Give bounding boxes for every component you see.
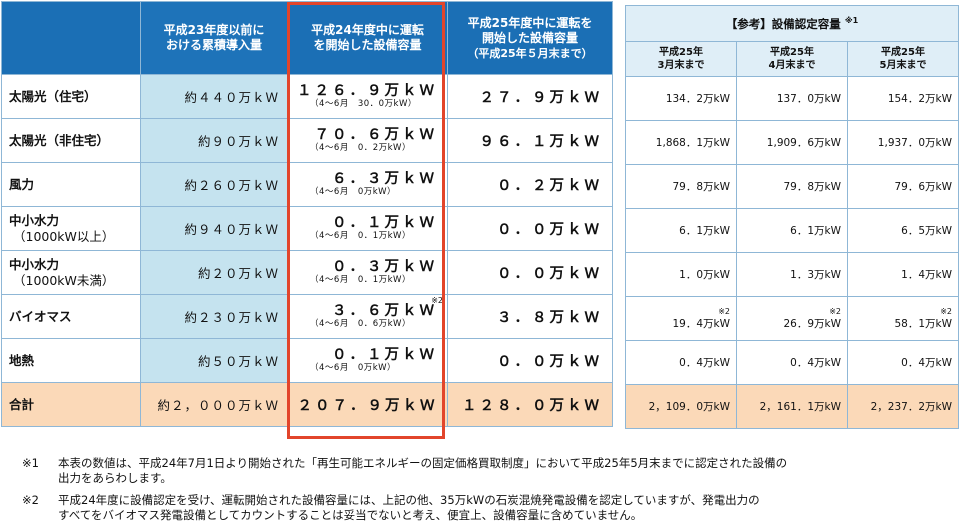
table-row-total: 合計 約２，０００万ｋＷ ２０７．９万ｋＷ １２８．０万ｋＷ [1, 382, 613, 427]
ref-cell: 79．6万kW [847, 164, 959, 209]
fy24-cell: ０．３万ｋＷ （4～6月 0．1万kW） [287, 250, 448, 295]
ref-row-hydro-small: 1．0万kW 1．3万kW 1．4万kW [625, 252, 959, 297]
ref-cell: 134．2万kW [625, 76, 737, 121]
ref-row-total: 2，109．0万kW 2，161．1万kW 2，237．2万kW [625, 384, 959, 429]
ref-cell: 1．0万kW [625, 252, 737, 297]
table-row-geothermal: 地熱 約５０万ｋＷ ０．１万ｋＷ （4～6月 0万kW） ０．０万ｋＷ [1, 338, 613, 383]
ref-row-solar-nonresidential: 1,868．1万kW 1,909．6万kW 1,937．0万kW [625, 120, 959, 165]
fy25-cell: ９６．１万ｋＷ [447, 118, 613, 163]
cumulative-cell: 約２３０万ｋＷ [140, 294, 288, 339]
total-label: 合計 [1, 382, 141, 427]
header-fy24-started: 平成24年度中に運転 を開始した設備容量 [287, 1, 448, 75]
fy24-cell: ０．１万ｋＷ （4～6月 0．1万kW） [287, 206, 448, 251]
category-cell: 地熱 [1, 338, 141, 383]
note-mark: ※2 [718, 306, 730, 316]
cumulative-cell: 約２０万ｋＷ [140, 250, 288, 295]
note-mark: ※2 [829, 306, 841, 316]
ref-cell: 137．0万kW [736, 76, 848, 121]
fy25-cell: ０．０万ｋＷ [447, 250, 613, 295]
table-row-hydro-large: 中小水力 （1000kW以上） 約９４０万ｋＷ ０．１万ｋＷ （4～6月 0．1万k… [1, 206, 613, 251]
ref-cell: 0．4万kW [847, 340, 959, 385]
header-corner [1, 1, 141, 75]
category-cell: 中小水力 （1000kW未満） [1, 250, 141, 295]
ref-cell: 6．5万kW [847, 208, 959, 253]
cumulative-cell: 約９４０万ｋＷ [140, 206, 288, 251]
table-row-hydro-small: 中小水力 （1000kW未満） 約２０万ｋＷ ０．３万ｋＷ （4～6月 0．1万kW… [1, 250, 613, 295]
ref-col-march: 平成25年 3月末まで [625, 41, 737, 77]
cumulative-cell: 約９０万ｋＷ [140, 118, 288, 163]
ref-total-cell: 2，237．2万kW [847, 384, 959, 429]
header-fy25-started: 平成25年度中に運転を 開始した設備容量 （平成25年５月末まで） [447, 1, 613, 75]
ref-cell: 6．1万kW [625, 208, 737, 253]
reference-title-note: ※1 [844, 15, 859, 25]
fy25-cell: ３．８万ｋＷ [447, 294, 613, 339]
ref-cell: 0．4万kW [625, 340, 737, 385]
ref-row-hydro-large: 6．1万kW 6．1万kW 6．5万kW [625, 208, 959, 253]
fy24-cell: ※2 ３．６万ｋＷ （4～6月 0．6万kW） [287, 294, 448, 339]
fy24-cell: ７０．６万ｋＷ （4～6月 0．2万kW） [287, 118, 448, 163]
table-row-solar-nonresidential: 太陽光（非住宅） 約９０万ｋＷ ７０．６万ｋＷ （4～6月 0．2万kW） ９６．… [1, 118, 613, 163]
footnote-2: ※2 平成24年度に設備認定を受け、運転開始された設備容量には、上記の他、35万k… [22, 493, 760, 522]
main-capacity-table: 平成23年度以前に おける累積導入量 平成24年度中に運転 を開始した設備容量 … [1, 1, 613, 427]
ref-total-cell: 2，109．0万kW [625, 384, 737, 429]
fy25-cell: ０．２万ｋＷ [447, 162, 613, 207]
cumulative-cell: 約２６０万ｋＷ [140, 162, 288, 207]
ref-cell: 0．4万kW [736, 340, 848, 385]
category-cell: バイオマス [1, 294, 141, 339]
header-fy23-cumulative: 平成23年度以前に おける累積導入量 [140, 1, 288, 75]
ref-cell: 1,937．0万kW [847, 120, 959, 165]
category-cell: 中小水力 （1000kW以上） [1, 206, 141, 251]
category-cell: 太陽光（非住宅） [1, 118, 141, 163]
main-header-row: 平成23年度以前に おける累積導入量 平成24年度中に運転 を開始した設備容量 … [1, 1, 613, 75]
total-fy24: ２０７．９万ｋＷ [287, 382, 448, 427]
table-row-wind: 風力 約２６０万ｋＷ ６．３万ｋＷ （4～6月 0万kW） ０．２万ｋＷ [1, 162, 613, 207]
note-mark: ※2 [431, 296, 443, 305]
cumulative-cell: 約４４０万ｋＷ [140, 74, 288, 119]
fy25-cell: ０．０万ｋＷ [447, 338, 613, 383]
ref-total-cell: 2，161．1万kW [736, 384, 848, 429]
ref-cell: 1,868．1万kW [625, 120, 737, 165]
fy25-cell: ２７．９万ｋＷ [447, 74, 613, 119]
ref-row-wind: 79．8万kW 79．8万kW 79．6万kW [625, 164, 959, 209]
ref-cell: ※2 58．1万kW [847, 296, 959, 341]
total-fy25: １２８．０万ｋＷ [447, 382, 613, 427]
fy24-cell: ０．１万ｋＷ （4～6月 0万kW） [287, 338, 448, 383]
fy25-cell: ０．０万ｋＷ [447, 206, 613, 251]
fy24-cell: ６．３万ｋＷ （4～6月 0万kW） [287, 162, 448, 207]
ref-cell: 154．2万kW [847, 76, 959, 121]
ref-col-april: 平成25年 4月末まで [736, 41, 848, 77]
reference-column-header-row: 平成25年 3月末まで 平成25年 4月末まで 平成25年 5月末まで [625, 41, 959, 77]
ref-cell: 79．8万kW [625, 164, 737, 209]
ref-row-geothermal: 0．4万kW 0．4万kW 0．4万kW [625, 340, 959, 385]
ref-row-biomass: ※2 19．4万kW ※2 26．9万kW ※2 58．1万kW [625, 296, 959, 341]
reference-title: 【参考】設備認定容量 ※1 [625, 5, 959, 42]
ref-cell: 79．8万kW [736, 164, 848, 209]
total-cumulative: 約２，０００万ｋＷ [140, 382, 288, 427]
category-cell: 風力 [1, 162, 141, 207]
reference-certified-capacity-table: 【参考】設備認定容量 ※1 平成25年 3月末まで 平成25年 4月末まで 平成25… [625, 5, 959, 429]
ref-cell: 1,909．6万kW [736, 120, 848, 165]
reference-title-row: 【参考】設備認定容量 ※1 [625, 5, 959, 42]
category-cell: 太陽光（住宅） [1, 74, 141, 119]
ref-cell: 6．1万kW [736, 208, 848, 253]
table-row-biomass: バイオマス 約２３０万ｋＷ ※2 ３．６万ｋＷ （4～6月 0．6万kW） ３．８… [1, 294, 613, 339]
table-row-solar-residential: 太陽光（住宅） 約４４０万ｋＷ １２６．９万ｋＷ （4～6月 30．0万kW） ２… [1, 74, 613, 119]
ref-cell: 1．4万kW [847, 252, 959, 297]
cumulative-cell: 約５０万ｋＷ [140, 338, 288, 383]
footnote-1: ※1 本表の数値は、平成24年7月1日より開始された「再生可能エネルギーの固定価格… [22, 456, 788, 485]
fy24-cell: １２６．９万ｋＷ （4～6月 30．0万kW） [287, 74, 448, 119]
ref-row-solar-residential: 134．2万kW 137．0万kW 154．2万kW [625, 76, 959, 121]
ref-col-may: 平成25年 5月末まで [847, 41, 959, 77]
ref-cell: ※2 26．9万kW [736, 296, 848, 341]
ref-cell: ※2 19．4万kW [625, 296, 737, 341]
ref-cell: 1．3万kW [736, 252, 848, 297]
note-mark: ※2 [940, 306, 952, 316]
